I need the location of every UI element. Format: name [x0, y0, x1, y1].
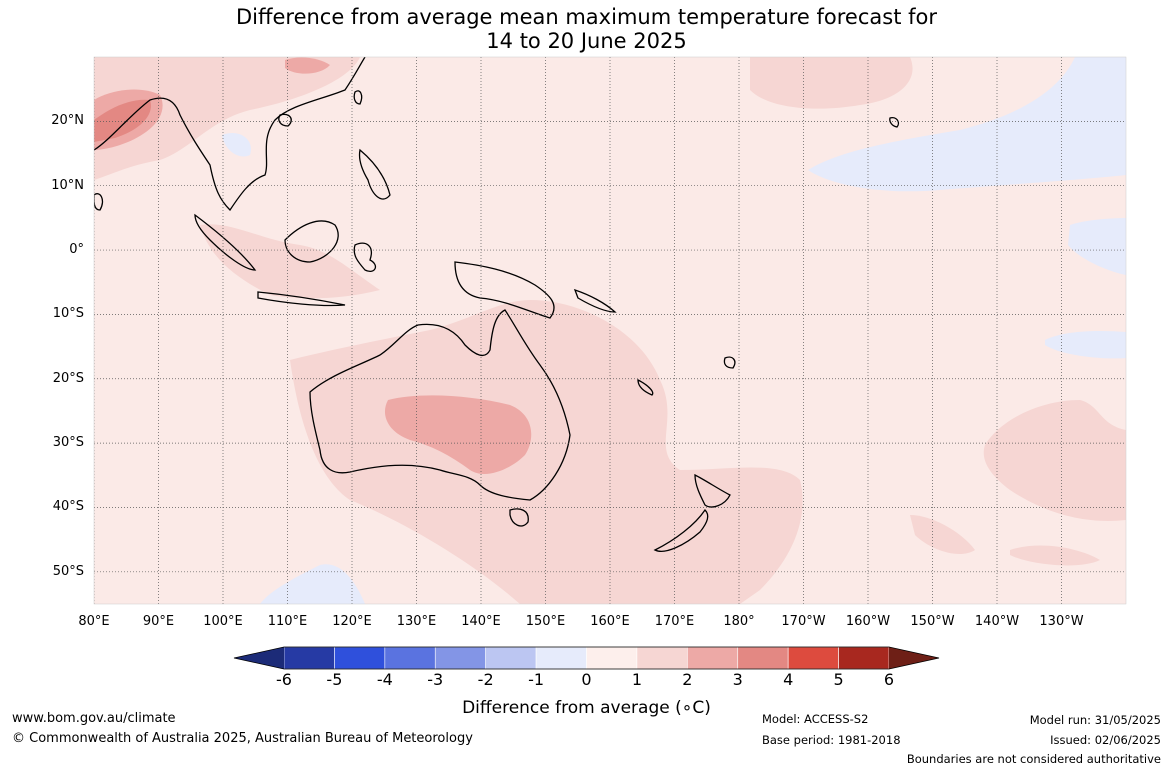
colorbar-segment: [283, 646, 335, 670]
anomaly-region-bay-of-bengal-warm: [94, 99, 151, 142]
longitude-label: 150°W: [910, 614, 955, 629]
anomaly-region-north-pacific-cool: [808, 57, 1126, 192]
longitude-label: 130°E: [396, 614, 437, 629]
fiji-coastline: [723, 356, 736, 369]
longitude-label: 170°E: [654, 614, 695, 629]
map-title-line-1: Difference from average mean maximum tem…: [236, 5, 937, 29]
latitude-label: 20°S: [52, 370, 84, 386]
colorbar-segment: [434, 646, 486, 670]
colorbar-tick-label: 4: [783, 670, 794, 689]
longitude-label: 130°W: [1039, 614, 1084, 629]
sumatra-coastline: [194, 213, 257, 271]
footer-model: Model: ACCESS-S2: [762, 712, 869, 726]
colorbar-title: Difference from average (∘C): [462, 698, 711, 718]
anomaly-region-north-pacific-warm: [750, 57, 913, 109]
anomaly-region-equatorial-pacific-cool: [1068, 218, 1126, 275]
colorbar-segment: [485, 646, 537, 670]
colorbar-tick-label: -3: [427, 670, 444, 689]
colorbar-tick-label: 3: [732, 670, 743, 689]
australia-coastline: [309, 309, 571, 501]
new-guinea-coastline: [454, 261, 555, 319]
sulawesi-coastline: [353, 242, 377, 272]
colorbar-outline: [233, 646, 940, 670]
longitude-label: 110°E: [267, 614, 308, 629]
map-frame: [93, 56, 1127, 605]
latitude-label: 20°N: [51, 113, 84, 129]
colorbar-segment: [384, 646, 436, 670]
latitude-label: 30°S: [52, 435, 84, 451]
colorbar-segment: [535, 646, 587, 670]
colorbar-tick-label: 2: [682, 670, 693, 689]
colorbar-segment: [737, 646, 789, 670]
longitude-label: 100°E: [203, 614, 243, 629]
colorbar-tick-label: -6: [276, 670, 292, 689]
anomaly-region-indochina-cool: [222, 132, 251, 157]
anomaly-region-south-pacific-warm: [983, 400, 1126, 521]
coastlines: [94, 57, 900, 552]
colorbar-tick-label: 1: [631, 670, 642, 689]
colorbar-tick-label: -1: [528, 670, 545, 689]
colorbar-tick-label: 5: [833, 670, 844, 689]
longitude-label: 160°E: [590, 614, 630, 629]
anomaly-region-southeast-pacific-cool: [1045, 330, 1126, 359]
anomaly-region-south-pacific-warm-3: [1010, 545, 1100, 566]
footer-disclaimer: Boundaries are not considered authoritat…: [906, 752, 1161, 766]
longitude-label: 160°W: [845, 614, 891, 629]
hawaii-coastline: [889, 116, 900, 128]
colorbar-segment: [636, 646, 688, 670]
longitude-label: 170°W: [781, 614, 826, 629]
new-caledonia-coastline: [637, 378, 654, 396]
borneo-coastline: [284, 220, 339, 263]
longitude-label: 150°E: [525, 614, 566, 629]
anomaly-region-central-australia-warm: [384, 395, 532, 475]
philippines-coastline: [358, 148, 391, 200]
latitude-label: 0°: [69, 242, 84, 258]
colorbar-extend-low: [234, 647, 284, 669]
asia-mainland-coastline: [94, 57, 366, 212]
graticule: [94, 57, 1126, 604]
latitude-label: 10°N: [51, 177, 84, 193]
colorbar-tick-label: 6: [883, 670, 895, 689]
taiwan-coastline: [353, 90, 363, 105]
footer-website: www.bom.gov.au/climate: [12, 711, 176, 726]
footer-copyright: © Commonwealth of Australia 2025, Austra…: [12, 731, 473, 746]
footer-model-run: Model run: 31/05/2025: [1029, 713, 1161, 727]
longitude-label: 120°E: [332, 614, 372, 629]
colorbar-segment: [787, 646, 839, 670]
anomaly-region-maritime-warm: [200, 224, 380, 299]
colorbar-tick-label: -2: [477, 670, 494, 689]
anomaly-region-china-warm: [285, 57, 330, 74]
anomaly-region-asia-warm: [94, 57, 360, 180]
latitude-label: 50°S: [52, 563, 84, 579]
new-zealand-south-coastline: [653, 508, 709, 552]
colorbar-segment: [838, 646, 890, 670]
colorbar-segment: [334, 646, 386, 670]
map-title-line-2: 14 to 20 June 2025: [486, 29, 687, 53]
tasmania-coastline: [509, 508, 529, 527]
longitude-label: 90°E: [142, 614, 175, 629]
colorbar-tick-label: -4: [376, 670, 393, 689]
solomon-islands-coastline: [573, 288, 617, 313]
colorbar-extend-high: [889, 647, 939, 669]
colorbar-segment: [586, 646, 638, 670]
colorbar-segment: [687, 646, 739, 670]
latitude-label: 10°S: [52, 306, 84, 322]
java-coastline: [257, 291, 346, 307]
colorbar: [233, 646, 940, 670]
footer-issued: Issued: 02/06/2025: [1050, 733, 1161, 747]
longitude-label: 80°E: [78, 614, 110, 629]
anomaly-region-southern-ocean-cool: [260, 564, 365, 604]
colorbar-tick-label: 0: [581, 670, 592, 689]
anomaly-region-south-pacific-warm-2: [910, 515, 975, 555]
footer-base-period: Base period: 1981-2018: [762, 733, 901, 747]
longitude-label: 180°: [723, 614, 755, 629]
latitude-label: 40°S: [52, 499, 84, 515]
longitude-label: 140°E: [461, 614, 501, 629]
new-zealand-north-coastline: [694, 473, 731, 508]
colorbar-tick-label: -5: [326, 670, 343, 689]
longitude-label: 140°W: [974, 614, 1020, 629]
